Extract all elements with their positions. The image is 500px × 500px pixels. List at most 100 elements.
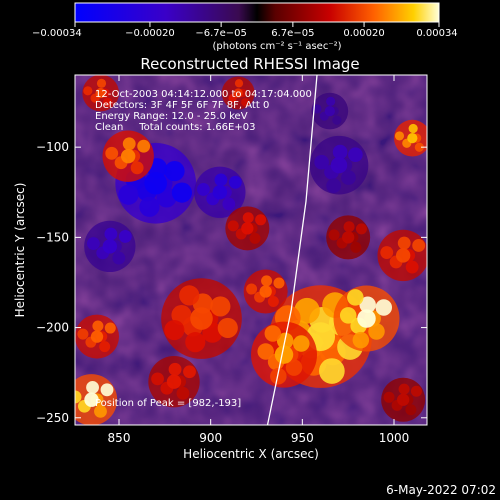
region-blob: [228, 175, 242, 189]
region-blob: [96, 78, 107, 88]
region-blob: [77, 328, 89, 340]
region-blob: [214, 173, 228, 187]
colorbar-tick-label: 0.00020: [343, 28, 384, 39]
region-blob: [264, 325, 282, 342]
image-annotations: 12-Oct-2003 04:14:12.000 to 04:17:04.000…: [95, 89, 312, 409]
region-blob: [100, 383, 114, 397]
region-core: [324, 105, 335, 117]
x-axis-label: Heliocentric X (arcsec): [183, 447, 319, 461]
x-axis-ticks: 850 900 950 1000: [108, 75, 409, 445]
region-core: [120, 148, 136, 164]
region-blob: [217, 317, 238, 339]
region-blob: [246, 283, 258, 295]
region-blob: [332, 115, 342, 125]
x-tick-label: 900: [199, 431, 222, 445]
region-blob: [99, 341, 111, 353]
region-blob: [196, 183, 210, 196]
region-core: [166, 374, 182, 389]
region-core: [190, 307, 213, 330]
region-blob: [273, 277, 285, 289]
region-core: [144, 171, 167, 195]
region-blob: [414, 142, 424, 152]
region-blob: [112, 251, 126, 265]
region-blob: [408, 123, 418, 134]
region-blob: [352, 331, 370, 349]
region-blob: [380, 246, 394, 259]
region-blob: [326, 96, 336, 106]
y-tick-label: −200: [36, 321, 69, 335]
region-blob: [355, 223, 367, 235]
region-blob: [104, 227, 118, 241]
x-tick-label: 850: [108, 431, 131, 445]
region-blob: [314, 154, 329, 170]
region-blob: [86, 237, 100, 250]
region-blob: [139, 196, 160, 217]
region-blob: [341, 170, 356, 185]
colorbar-tick-label: 0.00034: [416, 28, 457, 39]
y-tick-label: −100: [36, 140, 69, 154]
region-core: [395, 248, 411, 263]
region-blob: [179, 285, 200, 306]
region-blob: [368, 323, 385, 340]
colorbar-tick-label: −6.7e−05: [195, 28, 247, 39]
region-blob: [270, 367, 287, 385]
colorbar-units-label: (photons cm⁻² s⁻¹ asec⁻²): [212, 41, 341, 52]
region-blob: [164, 161, 185, 182]
region-core: [407, 133, 418, 144]
colorbar-tick-label: −0.00020: [125, 28, 175, 39]
region-core: [330, 156, 348, 174]
x-tick-label: 950: [291, 431, 314, 445]
region-blob: [94, 404, 107, 418]
region-blob: [183, 365, 196, 379]
region-blob: [347, 289, 364, 306]
region-blob: [227, 220, 239, 232]
footer-date: 6-May-2022 07:02: [386, 483, 496, 497]
region-core: [274, 345, 294, 364]
region-blob: [397, 236, 411, 250]
region-blob: [75, 390, 82, 404]
region-blob: [343, 221, 355, 233]
y-axis-label: Heliocentric Y (arcsec): [13, 183, 27, 318]
colorbar-ticks: −0.00034 −0.00020 −6.7e−05 6.7e−05 0.00020 0.…: [32, 22, 458, 39]
region-blob: [326, 178, 341, 194]
region-core: [233, 88, 243, 98]
region-blob: [222, 197, 236, 211]
region-blob: [319, 358, 345, 384]
region-blob: [405, 404, 417, 416]
region-core: [84, 392, 99, 407]
region-blob: [137, 139, 151, 153]
region-blob: [118, 184, 139, 205]
region-core: [90, 330, 104, 343]
region-blob: [410, 385, 422, 397]
region-blob: [267, 295, 279, 307]
region-blob: [255, 214, 267, 226]
region-core: [95, 87, 106, 99]
region-blob: [86, 380, 99, 394]
plot-frame: [74, 74, 428, 426]
region-blob: [151, 372, 164, 386]
region-blob: [375, 299, 393, 316]
region-blob: [350, 241, 362, 253]
y-axis-ticks: −100 −150 −200 −250: [36, 140, 427, 425]
peak-position-label: Position of Peak = [982,-193]: [95, 398, 241, 409]
region-blob: [104, 322, 116, 334]
region-blob: [293, 335, 310, 352]
colorbar: [74, 2, 440, 23]
colorbar-tick-label: −0.00034: [32, 28, 82, 39]
y-tick-label: −250: [36, 411, 69, 425]
region-blob: [105, 146, 119, 160]
region-blob: [285, 359, 303, 376]
region-blob: [176, 386, 190, 400]
region-core: [342, 231, 355, 244]
region-blob: [412, 239, 426, 252]
region-blob: [398, 383, 410, 395]
region-blob: [348, 147, 363, 162]
chart-title: Reconstructed RHESSI Image: [140, 55, 359, 73]
region-blob: [294, 297, 320, 324]
region-blob: [164, 319, 185, 341]
region-core: [397, 393, 410, 406]
region-blob: [168, 362, 182, 376]
region-blob: [332, 144, 348, 160]
region-blob: [210, 296, 231, 317]
